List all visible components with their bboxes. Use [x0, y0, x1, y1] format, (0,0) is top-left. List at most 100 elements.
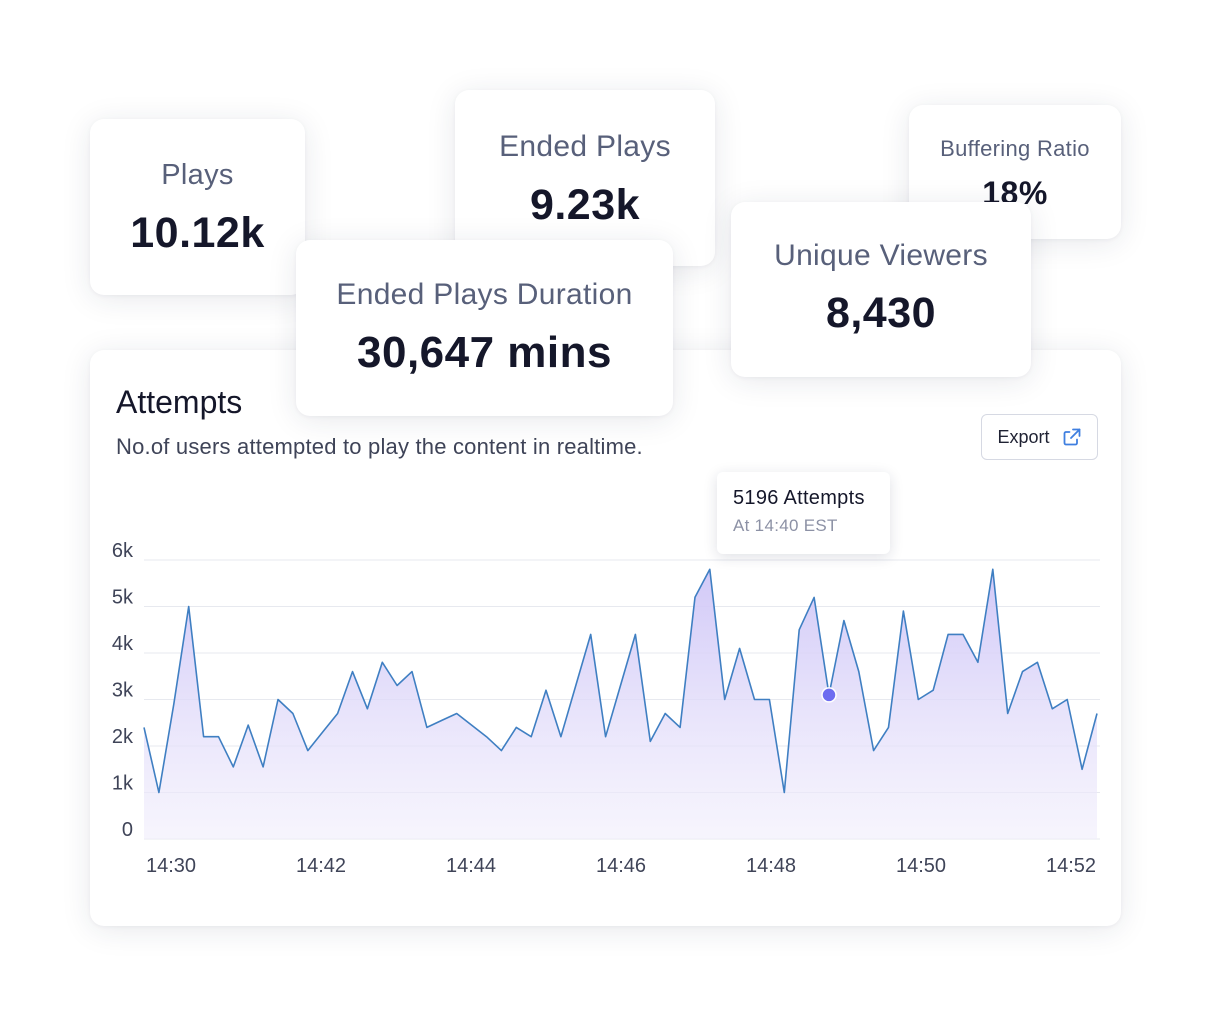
- data-point[interactable]: [470, 723, 474, 727]
- data-point[interactable]: [514, 725, 518, 729]
- buffering-ratio-label: Buffering Ratio: [940, 136, 1090, 161]
- data-point[interactable]: [961, 632, 965, 636]
- data-point[interactable]: [1095, 712, 1099, 716]
- data-point[interactable]: [306, 749, 310, 753]
- unique-viewers-value: 8,430: [825, 289, 937, 337]
- data-point[interactable]: [976, 660, 980, 664]
- data-point[interactable]: [187, 605, 191, 609]
- data-point[interactable]: [1035, 660, 1039, 664]
- data-point[interactable]: [857, 670, 861, 674]
- data-point[interactable]: [738, 646, 742, 650]
- data-point[interactable]: [157, 791, 161, 795]
- data-point[interactable]: [202, 735, 206, 739]
- data-point[interactable]: [574, 684, 578, 688]
- data-point[interactable]: [321, 730, 325, 734]
- data-point[interactable]: [633, 632, 637, 636]
- data-point[interactable]: [663, 712, 667, 716]
- data-point[interactable]: [172, 702, 176, 706]
- data-point[interactable]: [395, 684, 399, 688]
- data-point[interactable]: [901, 609, 905, 613]
- plays-label: Plays: [161, 159, 234, 191]
- x-tick-label: 14:50: [896, 855, 946, 877]
- data-point[interactable]: [723, 698, 727, 702]
- plays-card: Plays 10.12k: [90, 119, 305, 295]
- tooltip-title: 5196 Attempts: [733, 487, 865, 509]
- y-tick-label: 6k: [112, 540, 134, 562]
- data-point[interactable]: [410, 670, 414, 674]
- attempts-title: Attempts: [116, 384, 243, 420]
- unique-viewers-label: Unique Viewers: [774, 239, 988, 272]
- data-point[interactable]: [1080, 767, 1084, 771]
- attempts-area: [144, 569, 1097, 839]
- x-tick-label: 14:42: [296, 855, 346, 877]
- data-point[interactable]: [499, 749, 503, 753]
- data-point[interactable]: [1006, 712, 1010, 716]
- data-point[interactable]: [872, 749, 876, 753]
- data-point[interactable]: [767, 698, 771, 702]
- highlight-point-marker[interactable]: [821, 687, 837, 703]
- data-point[interactable]: [946, 632, 950, 636]
- ended-plays-card: Ended Plays 9.23k: [455, 90, 715, 266]
- plays-value: 10.12k: [130, 209, 265, 257]
- x-tick-label: 14:46: [596, 855, 646, 877]
- data-point[interactable]: [1065, 698, 1069, 702]
- ended-plays-value: 9.23k: [529, 181, 641, 229]
- data-point[interactable]: [916, 698, 920, 702]
- unique-viewers-card: Unique Viewers 8,430: [731, 202, 1031, 377]
- data-point[interactable]: [619, 684, 623, 688]
- data-point[interactable]: [559, 735, 563, 739]
- y-tick-label: 0: [122, 819, 133, 841]
- data-point[interactable]: [440, 718, 444, 722]
- data-point[interactable]: [991, 567, 995, 571]
- data-point[interactable]: [291, 712, 295, 716]
- x-tick-label: 14:30: [146, 855, 196, 877]
- export-button[interactable]: Export: [981, 414, 1098, 460]
- external-link-icon: [1062, 427, 1082, 447]
- data-point[interactable]: [217, 735, 221, 739]
- data-point[interactable]: [797, 628, 801, 632]
- data-point[interactable]: [455, 712, 459, 716]
- data-point[interactable]: [380, 660, 384, 664]
- data-point[interactable]: [693, 595, 697, 599]
- data-point[interactable]: [246, 723, 250, 727]
- data-point[interactable]: [276, 698, 280, 702]
- data-point[interactable]: [544, 688, 548, 692]
- data-point[interactable]: [678, 725, 682, 729]
- data-point[interactable]: [812, 595, 816, 599]
- ended-plays-duration-card: Ended Plays Duration 30,647 mins: [296, 240, 673, 416]
- data-point[interactable]: [931, 688, 935, 692]
- data-point[interactable]: [1021, 670, 1025, 674]
- x-tick-label: 14:44: [446, 855, 496, 877]
- data-point[interactable]: [365, 707, 369, 711]
- data-point[interactable]: [887, 725, 891, 729]
- ended-plays-duration-label: Ended Plays Duration: [336, 278, 633, 311]
- data-point[interactable]: [604, 735, 608, 739]
- data-point[interactable]: [231, 765, 235, 769]
- export-label: Export: [997, 426, 1050, 447]
- tooltip-timestamp: At 14:40 EST: [733, 516, 838, 535]
- chart-tooltip: 5196 Attempts At 14:40 EST: [717, 472, 890, 554]
- x-tick-label: 14:48: [746, 855, 796, 877]
- data-point[interactable]: [261, 765, 265, 769]
- attempts-line: [143, 568, 1098, 794]
- data-point[interactable]: [351, 670, 355, 674]
- data-point[interactable]: [142, 725, 146, 729]
- data-point[interactable]: [708, 567, 712, 571]
- y-tick-label: 4k: [112, 633, 134, 655]
- ended-plays-duration-value: 30,647 mins: [357, 328, 612, 377]
- data-point[interactable]: [336, 712, 340, 716]
- data-point[interactable]: [589, 632, 593, 636]
- ended-plays-label: Ended Plays: [499, 130, 671, 163]
- data-point[interactable]: [648, 739, 652, 743]
- y-tick-label: 3k: [112, 680, 134, 702]
- x-tick-label: 14:52: [1046, 855, 1096, 877]
- data-point[interactable]: [485, 735, 489, 739]
- data-point[interactable]: [1050, 707, 1054, 711]
- data-point[interactable]: [782, 791, 786, 795]
- data-point[interactable]: [529, 735, 533, 739]
- data-point[interactable]: [753, 698, 757, 702]
- data-point[interactable]: [425, 725, 429, 729]
- y-tick-label: 2k: [112, 726, 134, 748]
- data-point[interactable]: [842, 619, 846, 623]
